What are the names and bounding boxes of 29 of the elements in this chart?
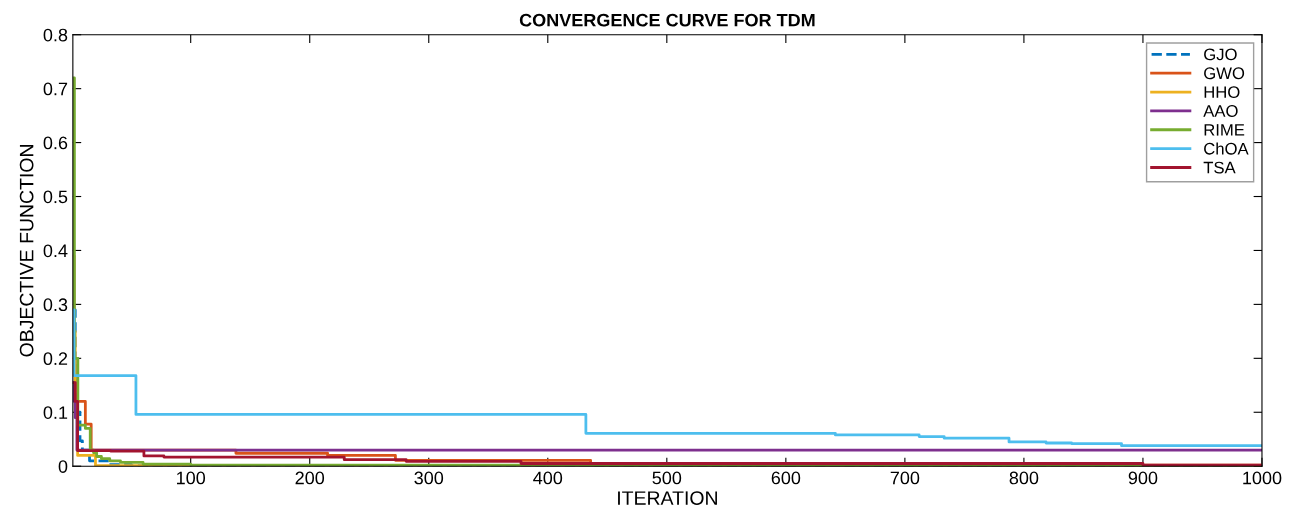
y-tick-label: 0.1 (43, 406, 68, 419)
x-tick-label: 100 (177, 471, 206, 485)
x-tick-label: 700 (890, 471, 920, 485)
x-tick-label: 500 (652, 471, 682, 485)
legend-label: HHO (1204, 86, 1240, 99)
legend-label: GJO (1204, 48, 1237, 61)
y-tick-label: 0.8 (43, 28, 68, 42)
y-tick-label: 0.6 (43, 136, 68, 150)
legend-label: RIME (1204, 124, 1245, 136)
y-tick-label: 0 (58, 460, 68, 473)
legend-label: TSA (1203, 161, 1236, 174)
chart-title: CONVERGENCE CURVE FOR TDM (519, 13, 815, 27)
y-tick-label: 0.5 (43, 190, 68, 204)
x-tick-label: 200 (295, 471, 325, 485)
y-tick-label: 0.3 (43, 298, 68, 312)
x-tick-label: 300 (414, 471, 444, 485)
y-tick-label: 0.2 (43, 352, 68, 366)
y-tick-label: 0.7 (43, 82, 68, 96)
legend-label: ChOA (1204, 142, 1249, 155)
x-tick-label: 900 (1128, 471, 1158, 485)
x-axis-title: ITERATION (618, 491, 717, 505)
x-tick-label: 800 (1009, 471, 1039, 485)
x-tick-label: 1000 (1243, 471, 1282, 485)
y-axis-title: OBJECTIVE FUNCTION (19, 145, 34, 357)
x-tick-label: 400 (533, 471, 563, 485)
y-tick-label: 0.4 (43, 244, 68, 258)
legend-label: AAO (1203, 105, 1238, 117)
legend-label: GWO (1204, 67, 1245, 80)
x-tick-label: 600 (771, 471, 801, 485)
